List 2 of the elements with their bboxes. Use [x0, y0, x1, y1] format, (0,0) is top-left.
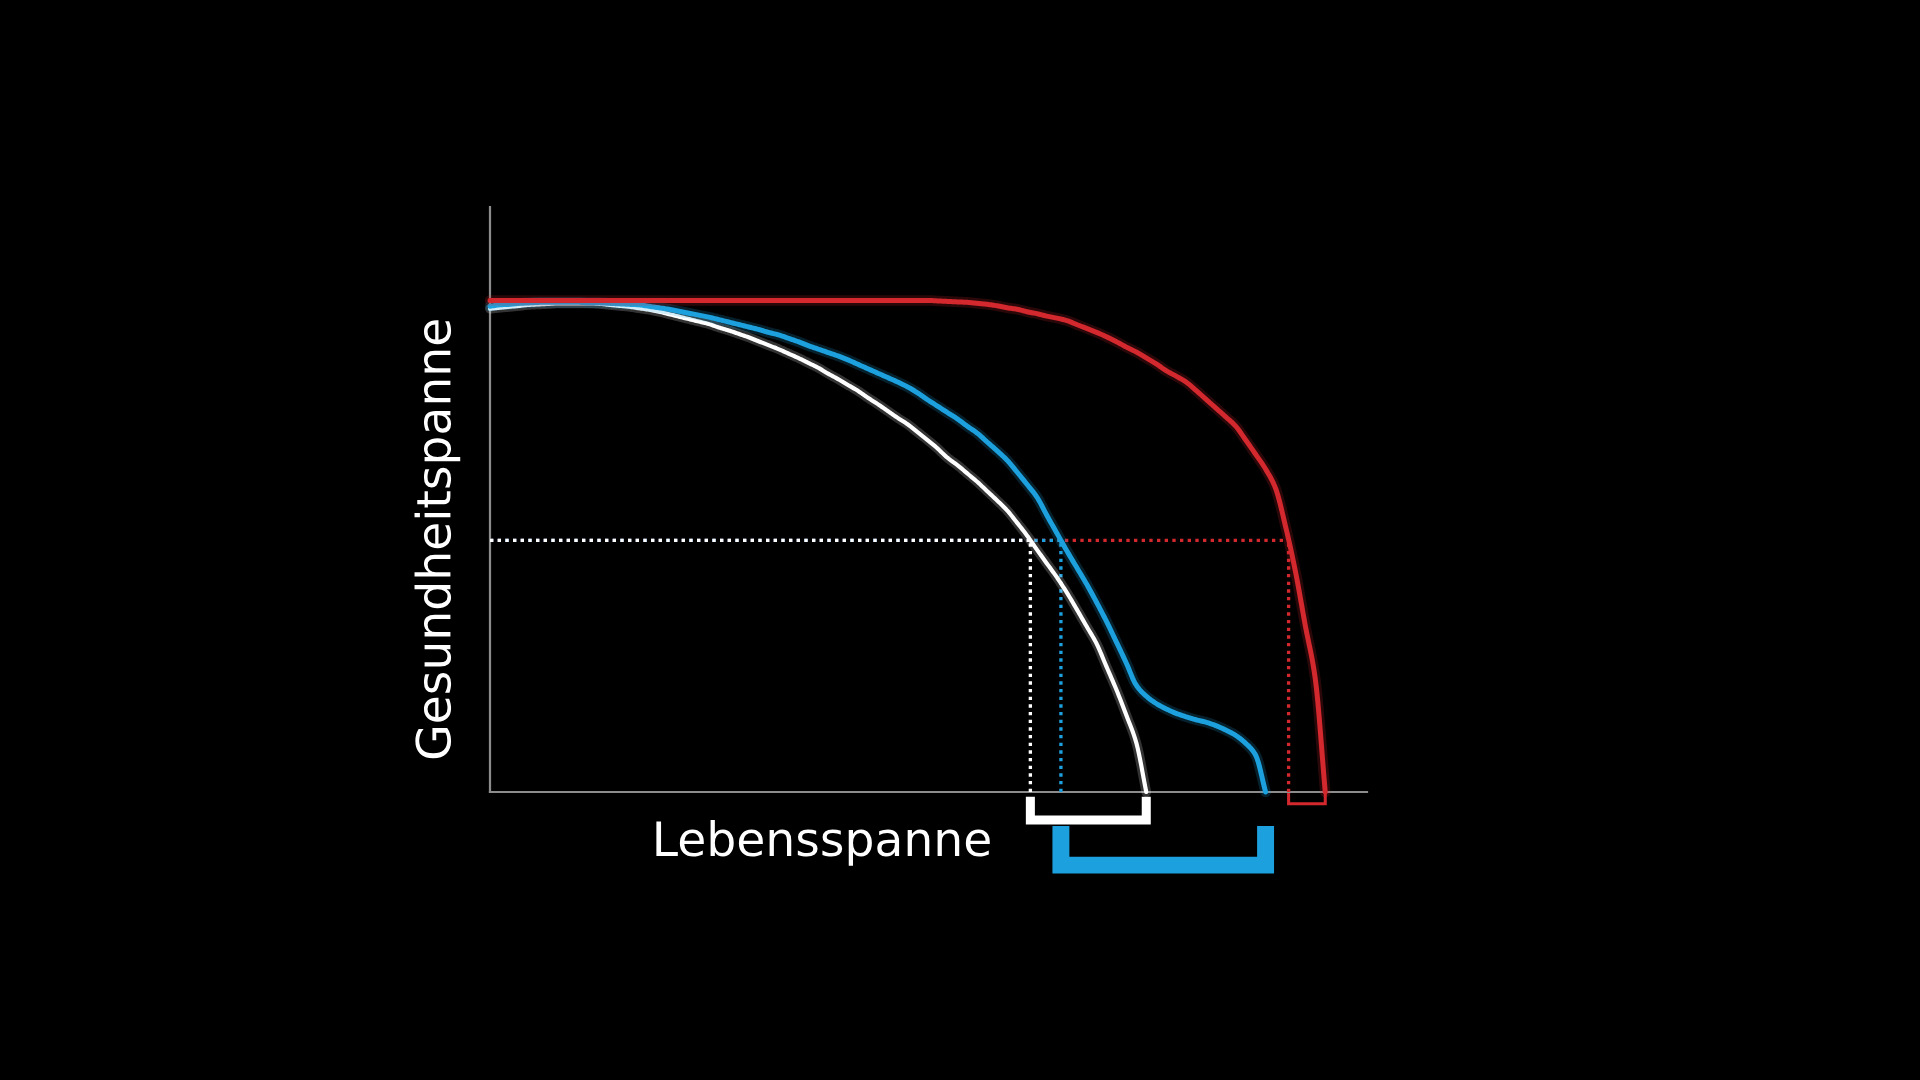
x-axis-title: Lebensspanne	[656, 820, 990, 866]
y-axis-title: Gesundheitspanne	[414, 320, 461, 759]
